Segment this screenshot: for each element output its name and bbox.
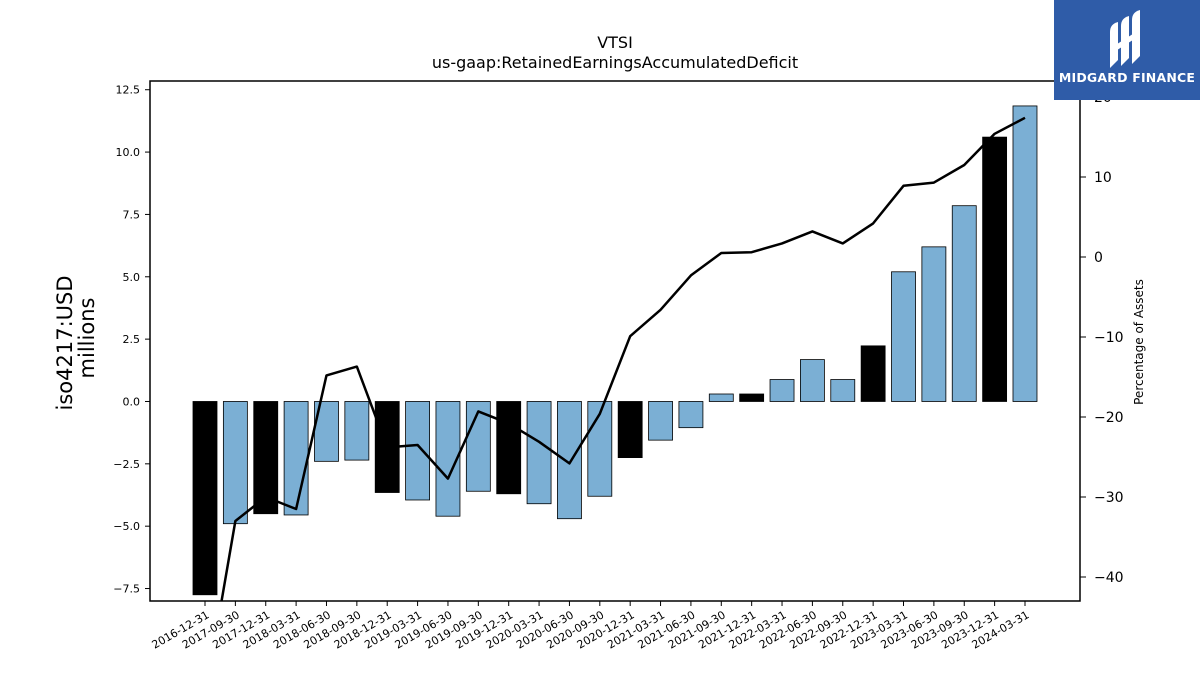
bar-2023-06-30 bbox=[921, 246, 947, 402]
x-axis-ticks: 2016-12-312017-09-302017-12-312018-03-31… bbox=[150, 601, 1031, 652]
logo-mark-icon bbox=[1110, 10, 1140, 68]
left-axis-ticks: 12.5 10.0 7.5 5.0 2.5 0.0 −2.5 −5.0 −7.5 bbox=[113, 84, 150, 596]
bar-2022-09-30 bbox=[830, 379, 856, 402]
bar-2020-09-30 bbox=[587, 401, 613, 497]
left-axis-label-line1: iso4217:USD bbox=[53, 275, 77, 410]
right-tick-label: −40 bbox=[1094, 570, 1124, 586]
bar-2023-03-31 bbox=[891, 271, 916, 402]
right-axis-label: Percentage of Assets bbox=[1132, 279, 1146, 405]
bar-2017-12-31 bbox=[253, 401, 279, 515]
bar-series bbox=[192, 105, 1038, 596]
right-tick-label: −10 bbox=[1094, 330, 1124, 346]
left-tick-label: 12.5 bbox=[116, 84, 141, 97]
pct-assets-line bbox=[220, 116, 1026, 601]
left-tick-label: 0.0 bbox=[123, 395, 141, 408]
left-tick-label: −5.0 bbox=[113, 520, 140, 533]
bar-2020-06-30 bbox=[557, 401, 582, 520]
bar-2020-03-31 bbox=[526, 401, 552, 505]
bar-2019-03-31 bbox=[405, 401, 430, 501]
bar-2018-03-31 bbox=[283, 401, 309, 516]
bar-2021-09-30 bbox=[708, 393, 734, 402]
bar-2024-03-31 bbox=[1012, 105, 1038, 402]
left-tick-label: −7.5 bbox=[113, 583, 140, 596]
bar-2020-12-31 bbox=[617, 401, 643, 459]
line-series bbox=[220, 116, 1026, 601]
left-axis-label-line2: millions bbox=[75, 298, 99, 379]
bar-2023-09-30 bbox=[951, 205, 977, 402]
left-tick-label: 10.0 bbox=[116, 146, 141, 159]
left-tick-label: 2.5 bbox=[123, 333, 141, 346]
left-tick-label: −2.5 bbox=[113, 458, 140, 471]
bar-2019-12-31 bbox=[496, 401, 522, 495]
bar-2022-12-31 bbox=[860, 345, 886, 402]
right-axis-ticks: 20100−10−20−30−40 bbox=[1080, 90, 1124, 586]
bar-2017-09-30 bbox=[222, 401, 248, 525]
left-tick-label: 7.5 bbox=[123, 208, 141, 221]
bar-2022-03-31 bbox=[769, 379, 795, 402]
chart-title: VTSI bbox=[597, 33, 633, 52]
brand-logo: MIDGARD FINANCE bbox=[1054, 0, 1200, 100]
bar-2021-03-31 bbox=[648, 401, 673, 441]
plot-frame bbox=[149, 80, 1081, 602]
bar-2016-12-31 bbox=[192, 401, 218, 596]
bar-2019-09-30 bbox=[465, 401, 491, 492]
bar-2021-06-30 bbox=[678, 401, 704, 429]
right-tick-label: 0 bbox=[1094, 250, 1103, 266]
logo-brand-text: MIDGARD FINANCE bbox=[1058, 70, 1196, 85]
right-tick-label: −30 bbox=[1094, 490, 1124, 506]
bar-2022-06-30 bbox=[800, 359, 825, 402]
right-tick-label: 10 bbox=[1094, 170, 1112, 186]
chart-subtitle: us-gaap:RetainedEarningsAccumulatedDefic… bbox=[432, 53, 798, 72]
bar-2018-09-30 bbox=[344, 401, 370, 461]
bar-2023-12-31 bbox=[982, 136, 1008, 402]
left-tick-label: 5.0 bbox=[123, 271, 141, 284]
right-tick-label: −20 bbox=[1094, 410, 1124, 426]
bar-2021-12-31 bbox=[739, 393, 765, 402]
